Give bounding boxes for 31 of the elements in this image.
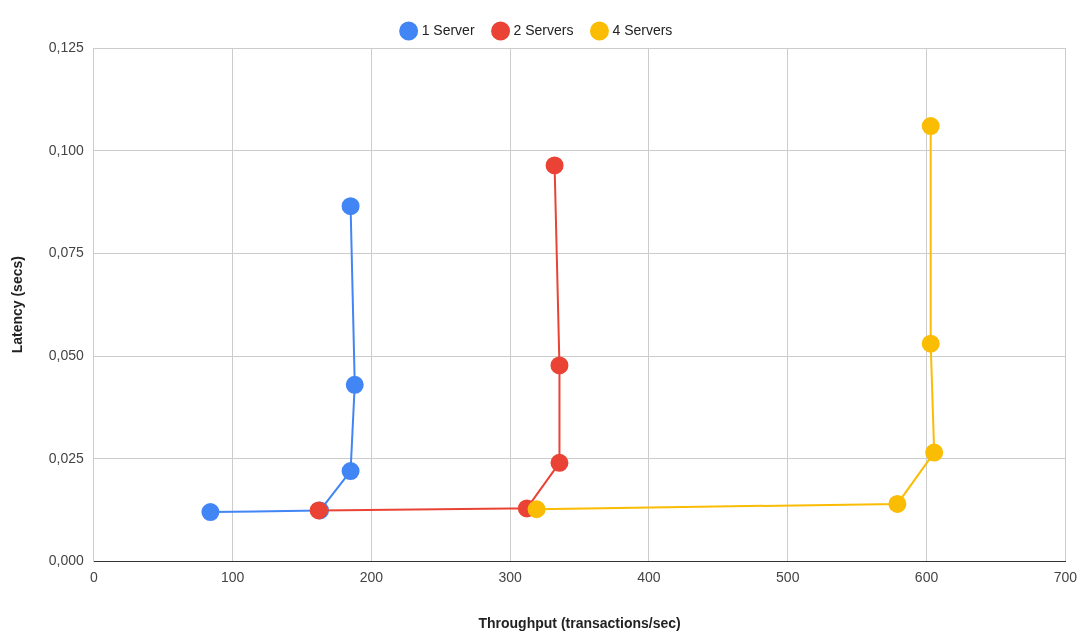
point [345,375,364,394]
y-tick-label: 0,050 [48,346,85,363]
x-tick-label: 700 [1053,568,1078,585]
point [527,500,546,519]
x-tick-label: 400 [637,568,661,585]
y-tick-label: 0,025 [48,449,85,466]
legend-label: 1 Server [421,21,475,38]
point [550,356,569,375]
point [201,503,220,522]
x-tick-label: 600 [914,568,939,585]
y-tick-label: 0,000 [48,552,85,569]
point [888,494,907,513]
x-tick-label: 500 [776,568,800,585]
x-axis-title: Throughput (transactions/sec) [478,615,681,632]
point [921,117,940,136]
legend-label: 2 Servers [513,21,574,38]
x-tick-label: 300 [498,568,523,585]
legend-label: 4 Servers [612,21,673,38]
point [925,443,944,462]
y-tick-label: 0,075 [48,244,85,261]
y-axis-title: Latency (secs) [9,256,26,354]
x-tick-label: 100 [220,568,245,585]
point [550,453,569,472]
x-tick-label: 0 [89,568,98,585]
point [341,462,360,481]
point [545,156,564,175]
y-tick-label: 0,100 [48,141,85,158]
point [921,334,940,353]
y-tick-label: 0,125 [48,38,85,55]
point [341,197,360,216]
x-tick-label: 200 [359,568,384,585]
